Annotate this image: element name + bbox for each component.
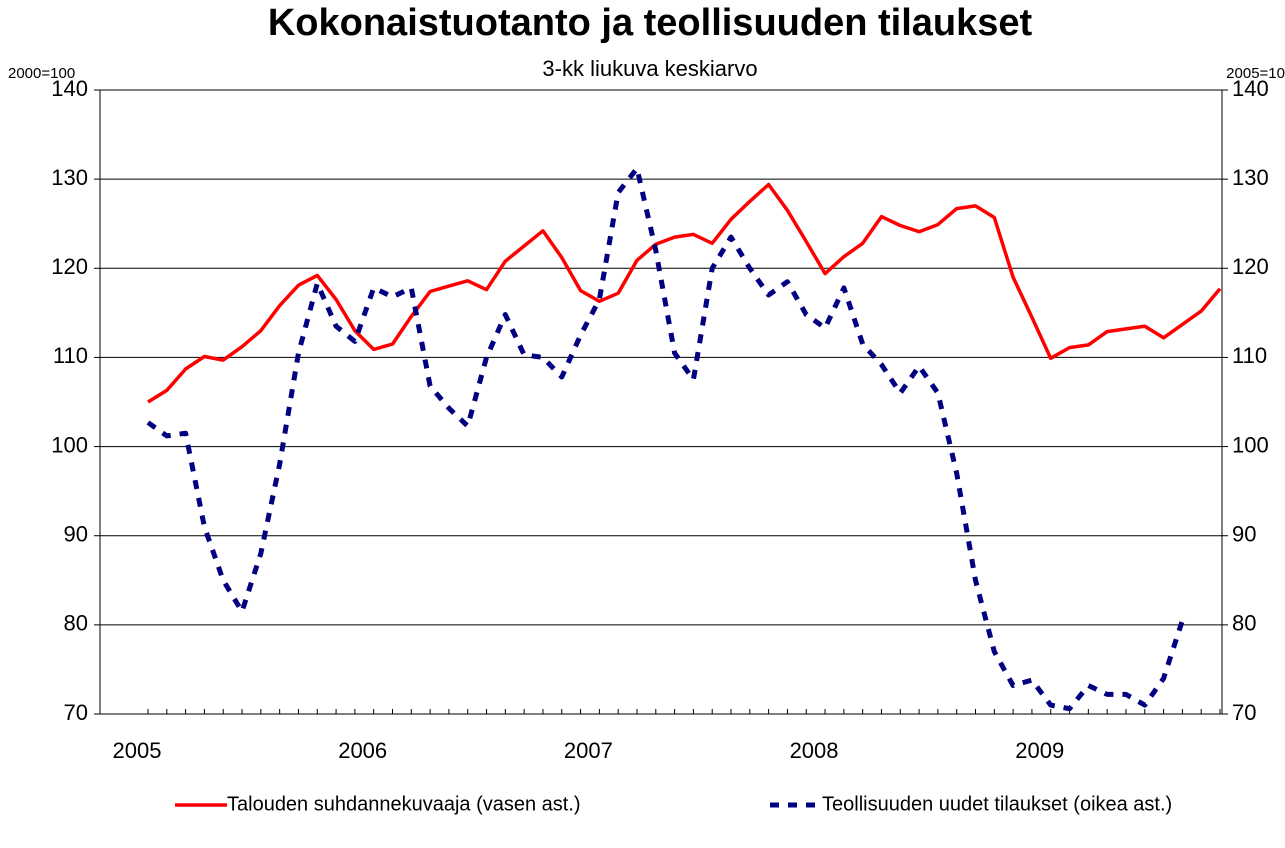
x-tick-label: 2005	[113, 738, 162, 763]
series-line	[146, 165, 1185, 712]
chart-subtitle: 3-kk liukuva keskiarvo	[542, 56, 757, 81]
y-tick-label: 100	[51, 432, 88, 457]
y-tick-label: 110	[53, 343, 88, 368]
y-tick-label: 120	[51, 254, 88, 279]
x-tick-label: 2007	[564, 738, 613, 763]
y-tick-label: 70	[64, 700, 88, 725]
y-tick-label: 80	[64, 611, 88, 636]
y2-tick-label: 90	[1232, 522, 1256, 547]
legend-label: Teollisuuden uudet tilaukset (oikea ast.…	[822, 793, 1172, 815]
y-tick-label: 130	[51, 165, 88, 190]
y2-axis-label: 2005=10	[1226, 65, 1285, 82]
y2-tick-label: 120	[1232, 254, 1269, 279]
plot-frame	[99, 89, 1223, 715]
y-axis-label: 2000=100	[8, 65, 75, 82]
y2-tick-label: 130	[1232, 165, 1269, 190]
x-tick-label: 2009	[1015, 738, 1064, 763]
y2-tick-label: 140	[1232, 76, 1269, 101]
y-tick-label: 90	[64, 522, 88, 547]
y2-tick-label: 100	[1232, 432, 1269, 457]
y2-tick-label: 110	[1232, 343, 1267, 368]
x-tick-label: 2008	[790, 738, 839, 763]
x-tick-label: 2006	[338, 738, 387, 763]
y-tick-label: 140	[51, 76, 88, 101]
legend-label: Talouden suhdannekuvaaja (vasen ast.)	[227, 793, 581, 815]
y2-tick-label: 70	[1232, 700, 1256, 725]
chart-title: Kokonaistuotanto ja teollisuuden tilauks…	[268, 2, 1033, 44]
y2-tick-label: 80	[1232, 611, 1256, 636]
series-line	[147, 182, 1222, 404]
